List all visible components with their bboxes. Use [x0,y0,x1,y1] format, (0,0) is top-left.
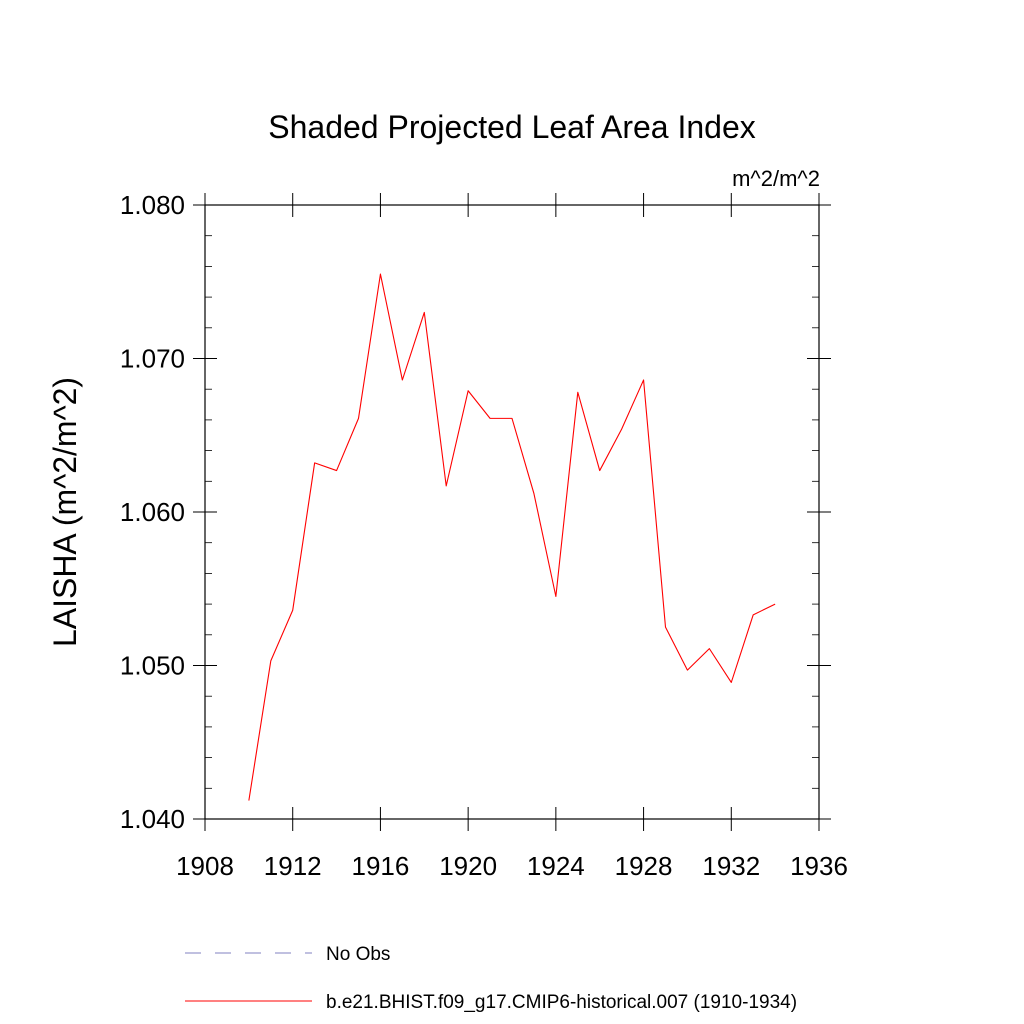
y-tick-label: 1.070 [120,344,185,374]
legend-model-label: b.e21.BHIST.f09_g17.CMIP6-historical.007… [326,992,797,1013]
x-tick-label: 1936 [790,851,848,881]
x-tick-labels: 1908 1912 1916 1920 1924 1928 1932 1936 [176,851,848,881]
legend: No Obs b.e21.BHIST.f09_g17.CMIP6-histori… [185,944,797,1013]
y-axis-label: LAISHA (m^2/m^2) [47,377,83,647]
chart-title: Shaded Projected Leaf Area Index [268,109,755,145]
series-layer [248,273,776,801]
x-tick-label: 1932 [702,851,760,881]
x-tick-label: 1928 [615,851,673,881]
y-tick-labels: 1.040 1.050 1.060 1.070 1.080 [120,190,185,834]
legend-no-obs-label: No Obs [326,944,390,965]
plot-frame [204,204,820,820]
x-tick-label: 1912 [264,851,322,881]
units-label: m^2/m^2 [732,166,820,191]
axis-ticks [193,193,831,831]
x-tick-label: 1908 [176,851,234,881]
x-tick-label: 1920 [439,851,497,881]
y-tick-label: 1.050 [120,651,185,681]
x-tick-label: 1924 [527,851,585,881]
y-tick-label: 1.080 [120,190,185,220]
y-tick-label: 1.060 [120,497,185,527]
series-line-0 [248,273,776,801]
x-tick-label: 1916 [352,851,410,881]
y-tick-label: 1.040 [120,804,185,834]
